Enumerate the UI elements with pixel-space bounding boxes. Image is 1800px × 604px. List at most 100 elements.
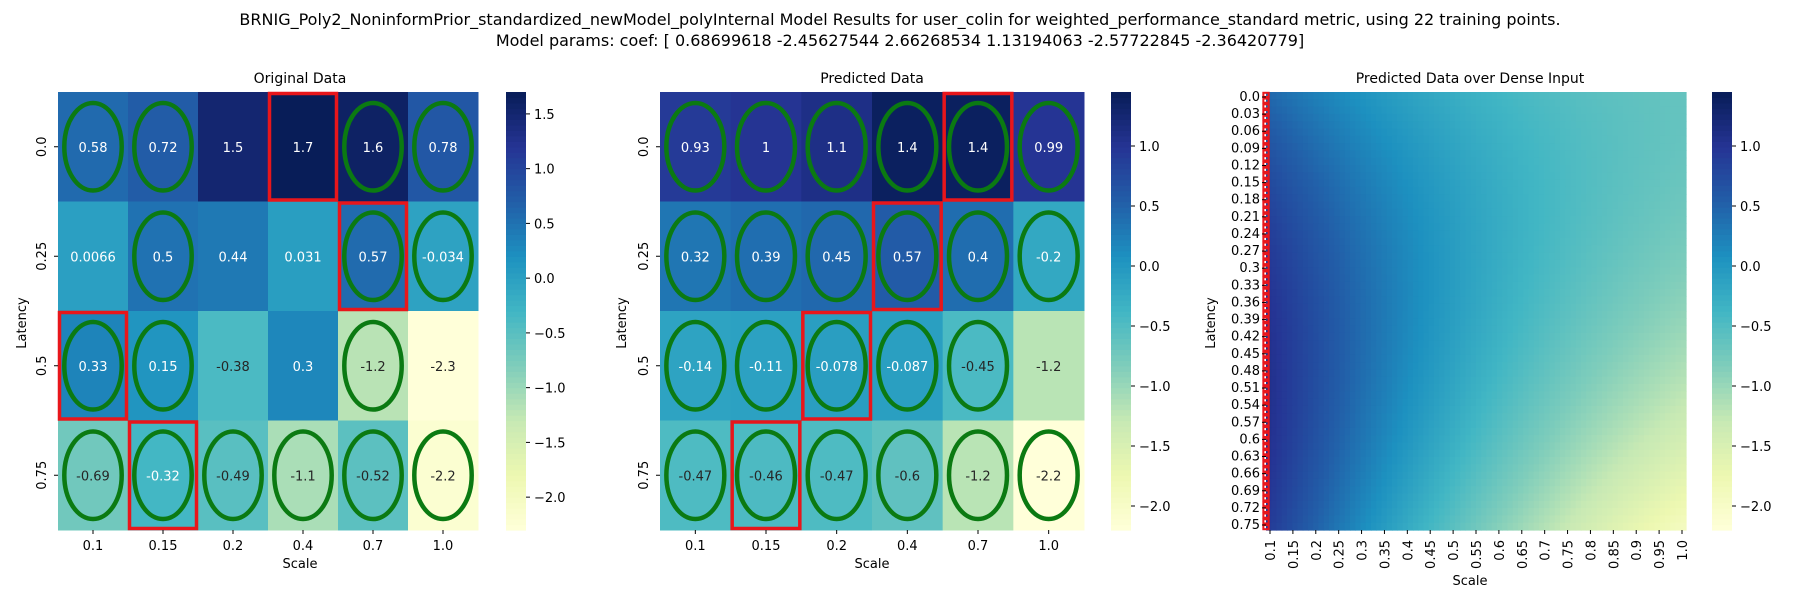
heatmap-cell	[1560, 260, 1566, 268]
heatmap-cell	[1555, 406, 1561, 414]
heatmap-cell	[1586, 282, 1592, 290]
heatmap-cell	[1460, 457, 1466, 465]
heatmap-cell	[1445, 501, 1451, 509]
heatmap-cell	[1361, 413, 1367, 421]
heatmap-cell	[1418, 121, 1424, 129]
heatmap-cell	[1534, 369, 1540, 377]
colorbar-segment	[1111, 355, 1131, 361]
heatmap-cell	[1387, 435, 1393, 443]
heatmap-cell	[1487, 253, 1493, 261]
heatmap-cell	[1361, 457, 1367, 465]
heatmap-cell	[1371, 165, 1377, 173]
heatmap-cell	[1628, 450, 1634, 458]
colorbar-segment	[1111, 492, 1131, 498]
colorbar-segment	[1111, 393, 1131, 399]
heatmap-cell	[1324, 223, 1330, 231]
heatmap-cell	[1618, 129, 1624, 137]
heatmap-cell	[1576, 231, 1582, 239]
heatmap-cell	[1487, 391, 1493, 399]
heatmap-cell	[1460, 216, 1466, 224]
heatmap-cell	[1371, 180, 1377, 188]
colorbar-segment	[1111, 327, 1131, 333]
colorbar-segment	[1111, 437, 1131, 443]
heatmap-cell	[1277, 450, 1283, 458]
heatmap-cell	[1371, 486, 1377, 494]
heatmap-cell	[1576, 369, 1582, 377]
heatmap-cell	[1303, 99, 1309, 107]
heatmap-cell	[1319, 479, 1325, 487]
heatmap-cell	[1660, 172, 1666, 180]
heatmap-cell	[1429, 421, 1435, 429]
heatmap-cell	[1665, 231, 1671, 239]
heatmap-cell	[1534, 435, 1540, 443]
heatmap-cell	[1508, 413, 1514, 421]
heatmap-cell	[1439, 172, 1445, 180]
heatmap-cell	[1287, 150, 1293, 158]
heatmap-cell	[1607, 311, 1613, 319]
heatmap-cell	[1660, 245, 1666, 253]
heatmap-cell	[1576, 362, 1582, 370]
heatmap-cell	[1361, 362, 1367, 370]
heatmap-cell	[1382, 494, 1388, 502]
heatmap-cell	[1418, 114, 1424, 122]
heatmap-cell	[1634, 223, 1640, 231]
heatmap-cell	[1455, 450, 1461, 458]
heatmap-cell	[1592, 421, 1598, 429]
heatmap-cell	[1550, 494, 1556, 502]
y-axis-label: Latency	[15, 297, 30, 349]
heatmap-cell	[1497, 369, 1503, 377]
heatmap-cell	[1376, 479, 1382, 487]
heatmap-cell	[1665, 150, 1671, 158]
heatmap-cell	[1592, 391, 1598, 399]
heatmap-cell	[1445, 494, 1451, 502]
colorbar-segment	[506, 147, 526, 153]
heatmap-cell	[1471, 362, 1477, 370]
heatmap-cell	[1408, 479, 1414, 487]
heatmap-cell	[1581, 245, 1587, 253]
heatmap-cell	[1481, 442, 1487, 450]
colorbar-segment	[506, 212, 526, 218]
heatmap-cell	[1392, 158, 1398, 166]
heatmap-cell	[1319, 486, 1325, 494]
heatmap-cell	[1324, 355, 1330, 363]
colorbar-segment	[1111, 240, 1131, 246]
heatmap-cell	[1445, 384, 1451, 392]
heatmap-cell	[1471, 421, 1477, 429]
heatmap-cell	[1607, 464, 1613, 472]
heatmap-cell	[1623, 348, 1629, 356]
heatmap-cell	[1497, 99, 1503, 107]
heatmap-cell	[1592, 129, 1598, 137]
heatmap-cell	[1618, 464, 1624, 472]
heatmap-cell	[1387, 223, 1393, 231]
heatmap-cell	[1492, 464, 1498, 472]
heatmap-cell	[1476, 457, 1482, 465]
colorbar-segment	[506, 306, 526, 312]
heatmap-cell	[1350, 289, 1356, 297]
heatmap-cell	[1450, 494, 1456, 502]
heatmap-cell	[1497, 501, 1503, 509]
heatmap-cell	[1366, 158, 1372, 166]
heatmap-cell	[1513, 428, 1519, 436]
colorbar-segment	[506, 125, 526, 131]
heatmap-cell	[1571, 275, 1577, 283]
heatmap-cell	[1565, 311, 1571, 319]
heatmap-cell	[1450, 194, 1456, 202]
heatmap-cell	[1497, 442, 1503, 450]
heatmap-cell	[1460, 355, 1466, 363]
heatmap-cell	[1471, 143, 1477, 151]
heatmap-cell	[1597, 99, 1603, 107]
heatmap-cell	[1313, 165, 1319, 173]
heatmap-cell	[1471, 92, 1477, 100]
heatmap-cell	[1628, 202, 1634, 210]
heatmap-cell	[1665, 391, 1671, 399]
heatmap-cell	[1397, 362, 1403, 370]
heatmap-cell	[1644, 209, 1650, 217]
heatmap-cell	[1308, 311, 1314, 319]
heatmap-cell	[1392, 326, 1398, 334]
heatmap-cell	[1397, 231, 1403, 239]
heatmap-cell	[1602, 333, 1608, 341]
heatmap-cell	[1639, 245, 1645, 253]
heatmap-cell	[1340, 209, 1346, 217]
heatmap-cell	[1529, 413, 1535, 421]
heatmap-cell	[1418, 143, 1424, 151]
